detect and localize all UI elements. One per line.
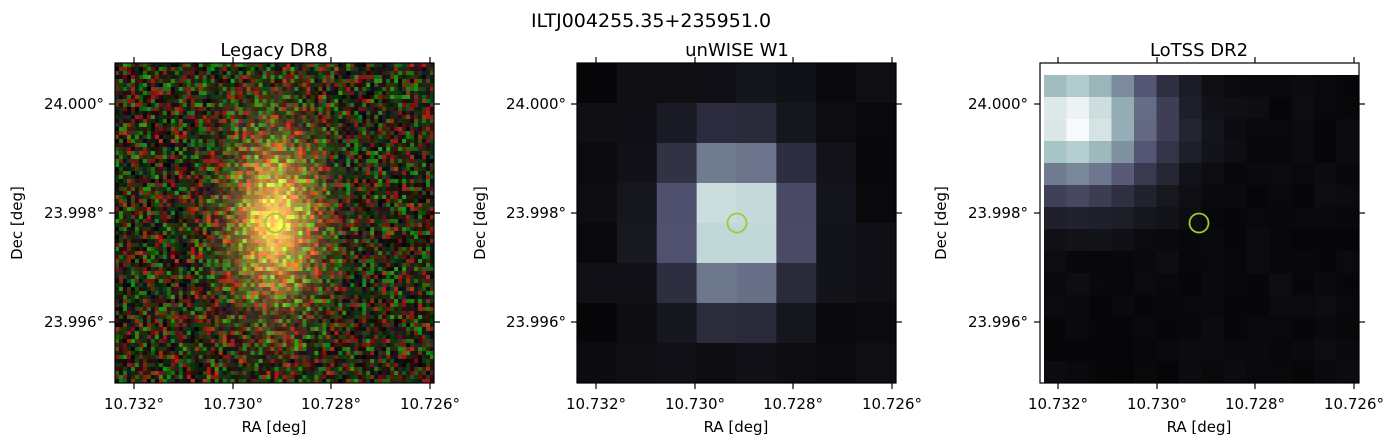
axes-frame <box>1039 62 1360 384</box>
ytick-label: 24.000° <box>506 95 566 113</box>
ytick-label: 23.998° <box>506 204 566 222</box>
xtick-label: 10.732° <box>1028 395 1088 413</box>
axes-frame <box>576 62 897 384</box>
xtick-label: 10.726° <box>862 395 922 413</box>
axis-ticks <box>109 57 440 389</box>
panel-title: LoTSS DR2 <box>1150 40 1248 61</box>
ytick-label: 24.000° <box>968 95 1028 113</box>
xtick-label: 10.730° <box>203 395 263 413</box>
xtick-label: 10.728° <box>763 395 823 413</box>
xtick-label: 10.730° <box>1127 395 1187 413</box>
x-axis-label: RA [deg] <box>1167 418 1232 436</box>
xtick-label: 10.726° <box>1324 395 1384 413</box>
legacy-image <box>115 63 435 384</box>
panel-lotss-dr2: LoTSS DR2 10.732° 10.730° 10.728° 10.726… <box>932 40 1384 436</box>
xtick-label: 10.732° <box>104 395 164 413</box>
panel-legacy-dr8: Legacy DR8 10.732° 10.730° 10.728° 10.72… <box>8 40 460 436</box>
ytick-label: 23.998° <box>44 204 104 222</box>
panel-unwise-w1: unWISE W1 10.732° 10.730° 10.728° 10.726… <box>471 40 922 436</box>
xtick-label: 10.732° <box>566 395 626 413</box>
source-marker <box>264 212 286 234</box>
axis-ticks <box>571 57 902 389</box>
x-axis-label: RA [deg] <box>704 418 769 436</box>
figure-title: ILTJ004255.35+235951.0 <box>531 10 771 32</box>
axis-ticks <box>1034 57 1365 389</box>
xtick-label: 10.728° <box>1225 395 1285 413</box>
lotss-image <box>1044 75 1360 384</box>
ytick-label: 24.000° <box>44 95 104 113</box>
y-axis-label: Dec [deg] <box>8 186 26 260</box>
x-axis-label: RA [deg] <box>242 418 307 436</box>
y-axis-label: Dec [deg] <box>471 186 489 260</box>
axes-frame <box>114 62 435 384</box>
xtick-label: 10.726° <box>400 395 460 413</box>
ytick-label: 23.996° <box>44 313 104 331</box>
xtick-label: 10.730° <box>665 395 725 413</box>
unwise-image <box>577 63 897 384</box>
ytick-label: 23.998° <box>968 204 1028 222</box>
ytick-label: 23.996° <box>506 313 566 331</box>
y-axis-label: Dec [deg] <box>932 186 950 260</box>
source-marker <box>1188 212 1210 234</box>
xtick-label: 10.728° <box>301 395 361 413</box>
ytick-label: 23.996° <box>968 313 1028 331</box>
panel-title: unWISE W1 <box>685 40 789 61</box>
source-marker <box>726 212 748 234</box>
panel-title: Legacy DR8 <box>220 40 327 61</box>
